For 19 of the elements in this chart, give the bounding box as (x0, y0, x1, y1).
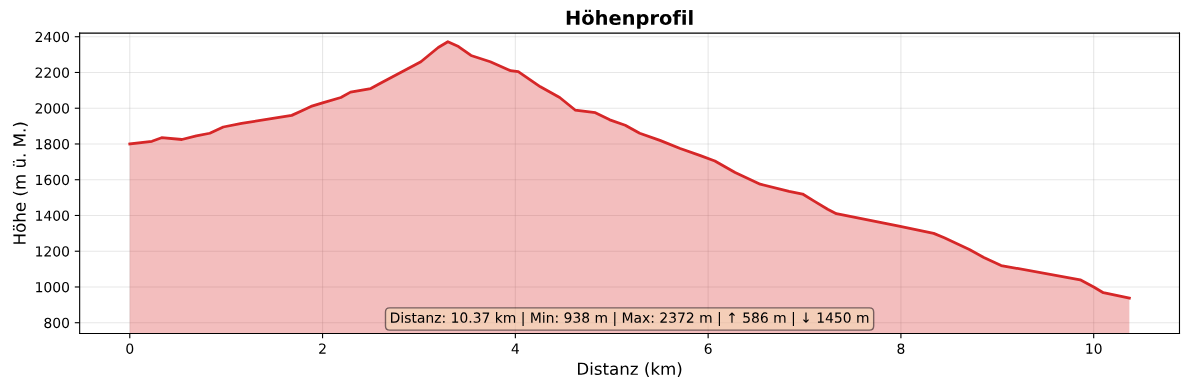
y-tick-label: 2200 (35, 67, 70, 78)
y-tick-label: 1800 (36, 138, 70, 150)
x-tick-label: 10 (1086, 343, 1102, 354)
y-tick-label: 2000 (35, 103, 70, 114)
y-axis-title: Höhe (m ü. M.) (12, 122, 28, 244)
x-tick-label: 6 (704, 343, 712, 354)
y-tick-label: 1400 (36, 210, 70, 221)
x-axis-title: Distanz (km) (578, 362, 682, 378)
y-tick-label: 1600 (36, 174, 70, 186)
x-tick-label: 0 (126, 343, 134, 354)
annotation: Distanz: 10.37 km | Min: 938 m | Max: 2372 m | ↑ 586 m | ↓ 1450 m (391, 312, 869, 326)
y-tick-label: 1000 (36, 281, 70, 293)
y-tick-label: 800 (44, 317, 70, 329)
x-tick-label: 8 (897, 343, 905, 354)
x-tick-label: 2 (319, 343, 326, 354)
chart-title: Höhenprofil (566, 9, 693, 29)
x-tick-label: 4 (511, 343, 519, 354)
y-tick-label: 1200 (36, 246, 70, 257)
y-tick-label: 2400 (35, 31, 70, 43)
